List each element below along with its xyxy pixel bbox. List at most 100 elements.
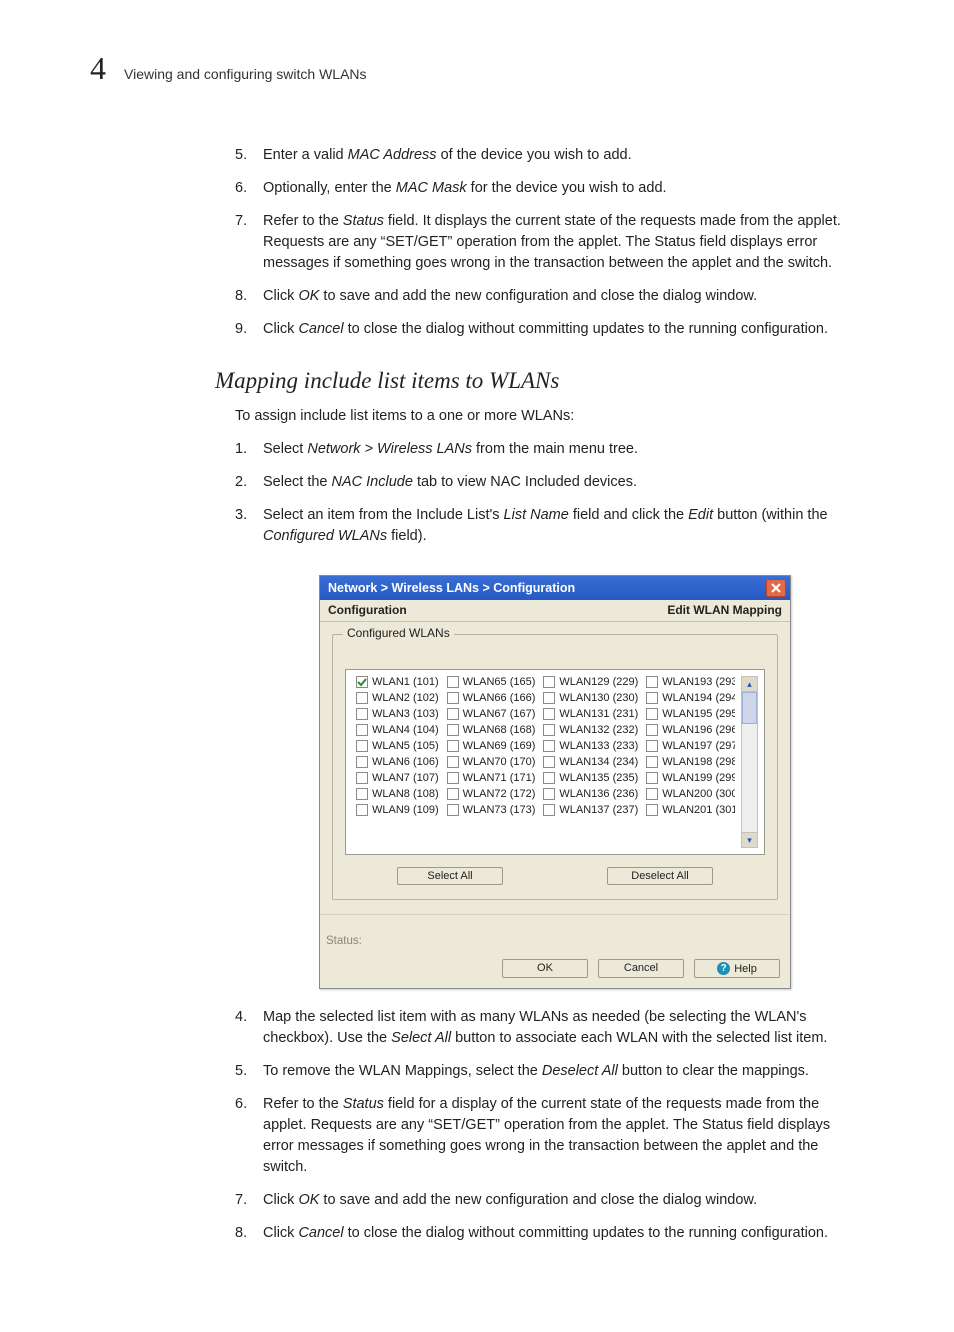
wlan-checkbox-item[interactable]: WLAN193 (293) (646, 676, 735, 688)
checkbox-icon[interactable] (447, 692, 459, 704)
scrollbar-thumb[interactable] (742, 692, 757, 724)
wlan-checkbox-item[interactable]: WLAN136 (236) (543, 788, 638, 800)
checkbox-icon[interactable] (447, 772, 459, 784)
wlan-label: WLAN131 (231) (559, 708, 638, 720)
checkbox-icon[interactable] (646, 692, 658, 704)
list-item-number: 8. (235, 1223, 263, 1244)
wlan-checkbox-item[interactable]: WLAN2 (102) (356, 692, 439, 704)
wlan-checkbox-item[interactable]: WLAN133 (233) (543, 740, 638, 752)
checkbox-icon[interactable] (447, 676, 459, 688)
wlan-label: WLAN65 (165) (463, 676, 536, 688)
close-button[interactable] (766, 579, 786, 597)
wlan-label: WLAN5 (105) (372, 740, 439, 752)
checkbox-icon[interactable] (646, 772, 658, 784)
wlan-checkbox-item[interactable]: WLAN197 (297) (646, 740, 735, 752)
checkbox-icon[interactable] (356, 692, 368, 704)
checkbox-icon[interactable] (543, 772, 555, 784)
checkbox-icon[interactable] (356, 740, 368, 752)
wlan-checkbox-item[interactable]: WLAN70 (170) (447, 756, 536, 768)
wlan-label: WLAN8 (108) (372, 788, 439, 800)
scroll-up-arrow-icon[interactable]: ▴ (742, 677, 757, 692)
checkbox-icon[interactable] (646, 676, 658, 688)
wlan-checkbox-item[interactable]: WLAN201 (301) (646, 804, 735, 816)
wlan-checkbox-item[interactable]: WLAN71 (171) (447, 772, 536, 784)
wlan-checkbox-item[interactable]: WLAN67 (167) (447, 708, 536, 720)
wlan-label: WLAN73 (173) (463, 804, 536, 816)
wlan-checkbox-item[interactable]: WLAN68 (168) (447, 724, 536, 736)
wlan-checkbox-item[interactable]: WLAN137 (237) (543, 804, 638, 816)
wlan-checkbox-item[interactable]: WLAN8 (108) (356, 788, 439, 800)
wlan-label: WLAN7 (107) (372, 772, 439, 784)
wlan-checkbox-item[interactable]: WLAN196 (296) (646, 724, 735, 736)
checkbox-icon[interactable] (447, 724, 459, 736)
wlan-checkbox-item[interactable]: WLAN3 (103) (356, 708, 439, 720)
help-button[interactable]: ? Help (694, 959, 780, 978)
checkbox-icon[interactable] (646, 740, 658, 752)
select-all-button[interactable]: Select All (397, 867, 503, 885)
checkbox-icon[interactable] (543, 740, 555, 752)
checkbox-icon[interactable] (543, 692, 555, 704)
wlan-label: WLAN68 (168) (463, 724, 536, 736)
deselect-all-button[interactable]: Deselect All (607, 867, 713, 885)
checkbox-icon[interactable] (356, 676, 368, 688)
checkbox-icon[interactable] (646, 804, 658, 816)
checkbox-icon[interactable] (646, 724, 658, 736)
checkbox-icon[interactable] (356, 772, 368, 784)
wlan-checkbox-item[interactable]: WLAN134 (234) (543, 756, 638, 768)
dialog-titlebar: Network > Wireless LANs > Configuration (320, 576, 790, 600)
list-item-text: Click Cancel to close the dialog without… (263, 1223, 864, 1244)
wlan-checkbox-item[interactable]: WLAN132 (232) (543, 724, 638, 736)
wlan-checkbox-item[interactable]: WLAN7 (107) (356, 772, 439, 784)
cancel-button[interactable]: Cancel (598, 959, 684, 978)
checkbox-icon[interactable] (543, 756, 555, 768)
checkbox-icon[interactable] (543, 708, 555, 720)
checkbox-icon[interactable] (543, 676, 555, 688)
list-item: 5.Enter a valid MAC Address of the devic… (235, 145, 864, 166)
wlan-label: WLAN129 (229) (559, 676, 638, 688)
checkbox-icon[interactable] (356, 708, 368, 720)
wlan-checkbox-item[interactable]: WLAN73 (173) (447, 804, 536, 816)
wlan-column: WLAN193 (293) WLAN194 (294) WLAN195 (295) W… (646, 676, 735, 848)
list-item-number: 1. (235, 439, 263, 460)
checkbox-icon[interactable] (447, 708, 459, 720)
wlan-checkbox-item[interactable]: WLAN5 (105) (356, 740, 439, 752)
checkbox-icon[interactable] (543, 724, 555, 736)
scroll-down-arrow-icon[interactable]: ▾ (742, 832, 757, 847)
checkbox-icon[interactable] (646, 756, 658, 768)
checkbox-icon[interactable] (356, 804, 368, 816)
wlan-checkbox-item[interactable]: WLAN194 (294) (646, 692, 735, 704)
wlan-checkbox-item[interactable]: WLAN72 (172) (447, 788, 536, 800)
wlan-checkbox-item[interactable]: WLAN135 (235) (543, 772, 638, 784)
wlan-checkbox-item[interactable]: WLAN6 (106) (356, 756, 439, 768)
checkbox-icon[interactable] (646, 788, 658, 800)
wlan-label: WLAN201 (301) (662, 804, 735, 816)
wlan-checkbox-item[interactable]: WLAN9 (109) (356, 804, 439, 816)
wlan-checkbox-item[interactable]: WLAN130 (230) (543, 692, 638, 704)
wlan-checkbox-item[interactable]: WLAN69 (169) (447, 740, 536, 752)
wlan-checkbox-item[interactable]: WLAN198 (298) (646, 756, 735, 768)
wlan-label: WLAN66 (166) (463, 692, 536, 704)
ok-button[interactable]: OK (502, 959, 588, 978)
wlan-checkbox-item[interactable]: WLAN65 (165) (447, 676, 536, 688)
checkbox-icon[interactable] (447, 804, 459, 816)
checkbox-icon[interactable] (356, 724, 368, 736)
wlan-checkbox-item[interactable]: WLAN4 (104) (356, 724, 439, 736)
checkbox-icon[interactable] (646, 708, 658, 720)
list-item: 4.Map the selected list item with as man… (235, 1007, 864, 1049)
checkbox-icon[interactable] (356, 788, 368, 800)
wlan-checkbox-item[interactable]: WLAN131 (231) (543, 708, 638, 720)
checkbox-icon[interactable] (543, 804, 555, 816)
checkbox-icon[interactable] (447, 740, 459, 752)
wlan-checkbox-item[interactable]: WLAN129 (229) (543, 676, 638, 688)
checkbox-icon[interactable] (356, 756, 368, 768)
wlan-label: WLAN198 (298) (662, 756, 735, 768)
wlan-checkbox-item[interactable]: WLAN199 (299) (646, 772, 735, 784)
checkbox-icon[interactable] (543, 788, 555, 800)
checkbox-icon[interactable] (447, 756, 459, 768)
checkbox-icon[interactable] (447, 788, 459, 800)
listbox-scrollbar[interactable]: ▴ ▾ (741, 676, 758, 848)
wlan-checkbox-item[interactable]: WLAN195 (295) (646, 708, 735, 720)
wlan-checkbox-item[interactable]: WLAN200 (300) (646, 788, 735, 800)
wlan-checkbox-item[interactable]: WLAN1 (101) (356, 676, 439, 688)
wlan-checkbox-item[interactable]: WLAN66 (166) (447, 692, 536, 704)
